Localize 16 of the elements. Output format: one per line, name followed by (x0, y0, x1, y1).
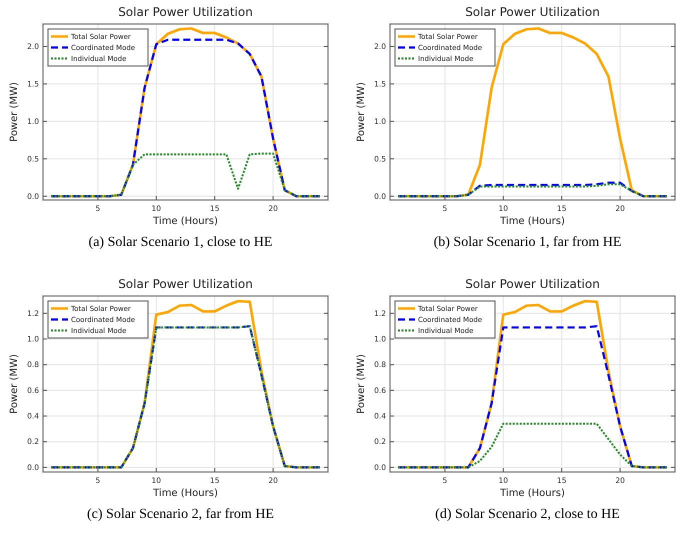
x-axis-title: Time (Hours) (499, 216, 565, 227)
text: (a) Solar Scenario 1, close to HE (88, 235, 272, 250)
chart-title: Solar Power Utilization (465, 277, 600, 291)
y-axis-title: Power (MW) (9, 82, 20, 142)
x-axis-title: Time (Hours) (152, 488, 218, 499)
y-axis-title: Power (MW) (356, 82, 367, 142)
y-axis-title: Power (MW) (9, 354, 20, 414)
chart-title: Solar Power Utilization (118, 5, 253, 19)
text: (c) Solar Scenario 2, far from HE (87, 507, 274, 522)
y-axis-title: Power (MW) (356, 354, 367, 414)
chart-title: Solar Power Utilization (118, 277, 253, 291)
x-axis-title: Time (Hours) (152, 216, 218, 227)
text: (b) Solar Scenario 1, far from HE (434, 235, 622, 250)
x-axis-title: Time (Hours) (499, 488, 565, 499)
chart-title: Solar Power Utilization (465, 5, 600, 19)
text: (d) Solar Scenario 2, close to HE (435, 507, 620, 522)
